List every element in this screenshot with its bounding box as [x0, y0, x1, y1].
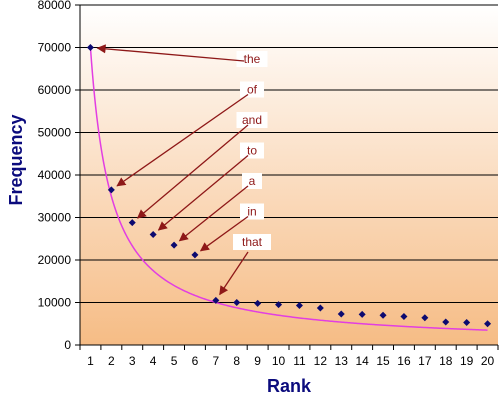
x-tick-label: 13: [335, 354, 349, 368]
y-tick-label: 50000: [38, 126, 72, 140]
y-tick-label: 30000: [38, 211, 72, 225]
data-point: [233, 299, 241, 306]
data-point: [379, 311, 387, 319]
x-tick-label: 1: [87, 354, 94, 368]
data-point: [484, 320, 492, 328]
data-point: [463, 318, 471, 326]
annotation-label-and: and: [242, 113, 262, 127]
y-axis: 0 10000 20000 30000 40000 50000 60000 70000 8000…: [38, 0, 81, 352]
data-point: [400, 313, 408, 321]
annotation-arrow: [199, 215, 249, 252]
x-tick-label: 16: [397, 354, 411, 368]
y-tick-label: 80000: [38, 0, 72, 12]
data-points: [86, 44, 492, 328]
annotation-label-bg: [236, 112, 268, 128]
data-point: [275, 301, 283, 309]
data-point: [316, 304, 324, 312]
data-point: [442, 318, 450, 326]
x-axis-title: Rank: [267, 376, 312, 396]
fit-curve: [89, 47, 488, 331]
y-axis-title: Frequency: [6, 114, 26, 205]
data-point: [107, 186, 115, 194]
annotation-arrow: [178, 185, 249, 242]
annotation-label-that: that: [242, 235, 263, 249]
annotation-label-in: in: [247, 205, 256, 219]
y-tick-label: 0: [64, 338, 71, 352]
data-point: [86, 44, 94, 51]
x-tick-label: 12: [314, 354, 328, 368]
annotation-label-to: to: [247, 144, 257, 158]
data-point: [212, 296, 220, 304]
x-tick-label: 8: [233, 354, 240, 368]
x-tick-label: 5: [171, 354, 178, 368]
data-point: [421, 314, 429, 322]
x-tick-label: 2: [108, 354, 115, 368]
x-tick-label: 20: [481, 354, 495, 368]
annotations: the of and to a in that: [96, 44, 271, 296]
annotation-label-bg: [240, 142, 264, 159]
x-tick-label: 6: [192, 354, 199, 368]
annotation-label-bg: [240, 203, 264, 220]
x-tick-label: 15: [376, 354, 390, 368]
x-tick-label: 4: [150, 354, 157, 368]
data-point: [191, 251, 199, 259]
annotation-arrow: [219, 251, 249, 296]
annotation-label-a: a: [249, 174, 256, 188]
data-point: [170, 241, 178, 249]
data-point: [254, 299, 262, 307]
data-point: [128, 219, 136, 227]
y-tick-label: 10000: [38, 296, 72, 310]
x-tick-label: 14: [355, 354, 369, 368]
annotation-label-of: of: [247, 83, 258, 97]
annotation-arrow: [136, 124, 249, 219]
annotation-label-bg: [240, 81, 264, 98]
y-tick-label: 20000: [38, 253, 72, 267]
annotation-label-bg: [233, 234, 271, 250]
x-tick-label: 19: [460, 354, 474, 368]
x-tick-label: 11: [293, 354, 306, 368]
data-point: [358, 310, 366, 318]
annotation-label-the: the: [244, 52, 261, 66]
y-tick-label: 60000: [38, 83, 72, 97]
y-tick-label: 70000: [38, 41, 72, 55]
x-tick-label: 18: [439, 354, 453, 368]
data-point: [149, 231, 157, 238]
x-tick-label: 17: [418, 354, 432, 368]
x-tick-label: 9: [254, 354, 261, 368]
x-tick-label: 7: [213, 354, 220, 368]
x-tick-label: 10: [272, 354, 286, 368]
data-point: [337, 310, 345, 318]
data-point: [295, 301, 303, 309]
x-axis: 1 2 3 4 5 6 7 8 9 10 11 12 13 14 15 16 17 18 19 20: [79, 344, 499, 368]
annotation-arrow: [96, 44, 245, 62]
annotation-label-bg: [236, 51, 268, 67]
y-tick-label: 40000: [38, 168, 72, 182]
annotation-label-bg: [242, 173, 262, 189]
annotation-arrow: [157, 155, 249, 231]
annotation-arrow: [116, 93, 249, 187]
x-tick-label: 3: [129, 354, 136, 368]
